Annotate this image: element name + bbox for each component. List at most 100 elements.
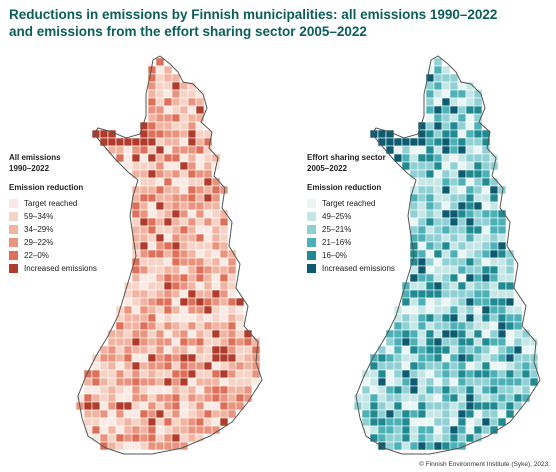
legend-label: 34–29% [24, 225, 54, 234]
municipality-region [139, 145, 149, 155]
municipality-region [505, 321, 515, 331]
municipality-region [441, 193, 451, 203]
municipality-region [155, 153, 165, 163]
municipality-region [115, 361, 125, 371]
municipality-region [465, 265, 475, 275]
municipality-region [457, 297, 467, 307]
municipality-region [449, 97, 459, 107]
municipality-region [505, 377, 515, 387]
municipality-region [147, 265, 157, 275]
municipality-region [203, 305, 213, 315]
municipality-region [497, 281, 507, 291]
municipality-region [433, 393, 443, 403]
municipality-region [393, 417, 403, 427]
municipality-region [425, 113, 435, 123]
municipality-region [441, 361, 451, 371]
municipality-region [147, 345, 157, 355]
municipality-region [219, 265, 229, 275]
legend-items: Target reached 59–34% 34–29% 29–22% 22–0% Inc… [9, 197, 97, 275]
municipality-region [473, 417, 483, 427]
municipality-region [203, 185, 213, 195]
municipality-region [401, 409, 411, 419]
municipality-region [115, 377, 125, 387]
copyright-footer: © Finnish Environment Institute (Syke), … [419, 461, 550, 468]
municipality-region [513, 361, 523, 371]
municipality-region [433, 425, 443, 435]
municipality-region [457, 177, 467, 187]
municipality-region [171, 225, 181, 235]
municipality-region [107, 353, 117, 363]
municipality-region [155, 441, 165, 451]
municipality-region [171, 385, 181, 395]
municipality-region [187, 145, 197, 155]
municipality-region [171, 129, 181, 139]
municipality-region [505, 353, 515, 363]
municipality-region [433, 409, 443, 419]
municipality-region [473, 233, 483, 243]
municipality-region [155, 273, 165, 283]
legend-label: 29–22% [24, 238, 54, 247]
municipality-region [473, 425, 483, 435]
municipality-region [417, 233, 427, 243]
municipality-region [433, 257, 443, 267]
municipality-region [155, 289, 165, 299]
municipality-region [163, 345, 173, 355]
municipality-region [481, 265, 491, 275]
municipality-region [147, 377, 157, 387]
municipality-region [147, 361, 157, 371]
municipality-region [465, 257, 475, 267]
municipality-region [163, 233, 173, 243]
municipality-region [139, 313, 149, 323]
municipality-region [179, 265, 189, 275]
municipality-region [171, 345, 181, 355]
municipality-region [131, 409, 141, 419]
municipality-region [219, 377, 229, 387]
municipality-region [441, 281, 451, 291]
municipality-region [361, 417, 371, 427]
municipality-region [179, 241, 189, 251]
municipality-region [91, 377, 101, 387]
municipality-region [107, 409, 117, 419]
municipality-region [147, 145, 157, 155]
municipality-region [449, 201, 459, 211]
municipality-region [123, 417, 133, 427]
municipality-region [449, 361, 459, 371]
municipality-region [505, 257, 515, 267]
municipality-region [425, 281, 435, 291]
municipality-region [433, 105, 443, 115]
municipality-region [147, 433, 157, 443]
municipality-region [99, 353, 109, 363]
municipality-region [195, 257, 205, 267]
municipality-region [425, 329, 435, 339]
municipality-region [179, 385, 189, 395]
municipality-region [147, 289, 157, 299]
municipality-region [377, 129, 387, 139]
municipality-region [163, 273, 173, 283]
municipality-region [417, 193, 427, 203]
municipality-region [425, 121, 435, 131]
municipality-region [417, 169, 427, 179]
municipality-region [147, 169, 157, 179]
municipality-region [163, 281, 173, 291]
municipality-region [195, 313, 205, 323]
municipality-region [187, 97, 197, 107]
municipality-region [425, 201, 435, 211]
municipality-region [171, 305, 181, 315]
municipality-region [401, 321, 411, 331]
municipality-region [481, 409, 491, 419]
municipality-region [449, 337, 459, 347]
municipality-region [163, 73, 173, 83]
municipality-region [179, 153, 189, 163]
municipality-region [155, 321, 165, 331]
legend-item: Increased emissions [9, 262, 97, 275]
municipality-region [179, 329, 189, 339]
municipality-region [449, 369, 459, 379]
municipality-region [441, 353, 451, 363]
municipality-region [203, 409, 213, 419]
municipality-region [417, 313, 427, 323]
municipality-region [417, 321, 427, 331]
municipality-region [187, 209, 197, 219]
municipality-region [449, 385, 459, 395]
municipality-region [211, 265, 221, 275]
municipality-region [449, 257, 459, 267]
